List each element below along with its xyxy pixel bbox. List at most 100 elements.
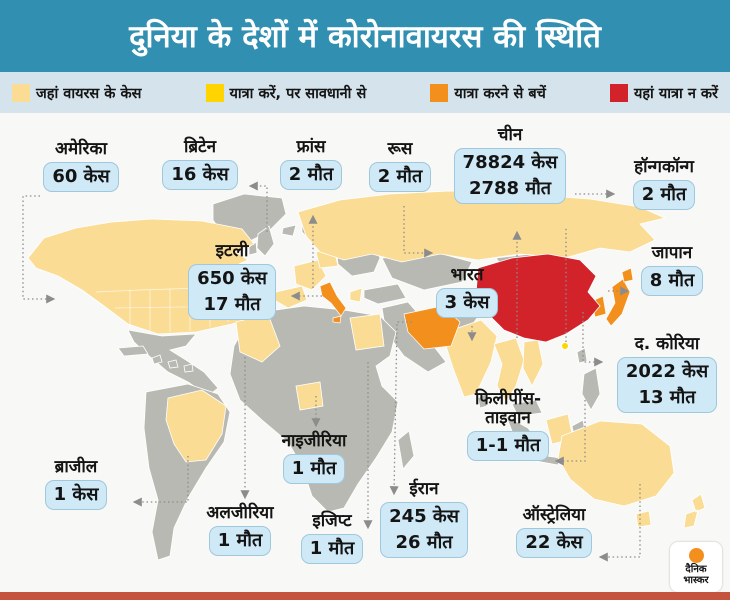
country-value: 60 केस	[52, 166, 110, 188]
country-name: ऑस्ट्रेलिया	[522, 505, 586, 525]
country-value-box: 1 केस	[44, 480, 108, 511]
page-title: दुनिया के देशों में कोरोनावायरस की स्थित…	[129, 19, 601, 55]
map-region-egypt	[349, 313, 385, 351]
logo-sun-icon	[688, 548, 704, 563]
country-label-russia: रूस 2 मौत	[358, 139, 442, 193]
country-value-box: 2 मौत	[279, 160, 343, 191]
country-name: ब्राजील	[54, 457, 98, 477]
country-value: 2022 केस	[625, 361, 709, 383]
country-value: 1 मौत	[217, 530, 263, 552]
country-value: 650 केस	[197, 268, 267, 290]
map-region-australia	[557, 420, 675, 507]
country-name: फ्रांस	[296, 137, 326, 157]
country-value: 26 मौत	[395, 532, 453, 554]
map-region-sicily	[332, 315, 342, 324]
country-value: 13 मौत	[638, 387, 696, 409]
country-value: 2 मौत	[641, 184, 687, 206]
country-value: 1 केस	[53, 484, 99, 506]
country-value-box: 1 मौत	[208, 526, 272, 557]
country-name: अमेरिका	[55, 139, 107, 159]
country-name: चीन	[497, 125, 523, 145]
country-name: इटली	[215, 241, 249, 261]
country-label-iran: ईरान 245 केस 26 मौत	[378, 479, 470, 559]
map-region-nigeria	[295, 381, 324, 411]
map-region-vietnam	[522, 339, 544, 387]
country-name: अलजीरिया	[206, 503, 274, 523]
country-value: 1 मौत	[291, 458, 337, 480]
country-name: नाइजीरिया	[281, 431, 347, 451]
country-value-box: 650 केस 17 मौत	[188, 264, 276, 321]
country-label-japan: जापान 8 मौत	[630, 243, 714, 297]
legend-item-avoid: यात्रा करने से बचें	[430, 83, 546, 103]
country-label-italy: इटली 650 केस 17 मौत	[184, 241, 280, 321]
country-name: जापान	[651, 243, 693, 263]
country-value-box: 60 केस	[43, 162, 119, 193]
legend-item-caution: यात्रा करें, पर सावधानी से	[205, 83, 367, 103]
country-value: 245 केस	[389, 506, 459, 528]
country-value-box: 2 मौत	[632, 180, 696, 211]
caution-color-swatch	[205, 83, 224, 102]
country-label-australia: ऑस्ट्रेलिया 22 केस	[508, 505, 600, 559]
country-value-box: 1 मौत	[282, 454, 346, 485]
legend-item-cases: जहां वायरस के केस	[12, 83, 141, 103]
country-value: 16 केस	[171, 164, 229, 186]
country-value: 3 केस	[444, 292, 490, 314]
map-region-brazil	[165, 389, 227, 463]
legend-label: यात्रा करें, पर सावधानी से	[229, 85, 367, 102]
country-name: द. कोरिया	[634, 334, 700, 354]
map-region-japan	[605, 278, 631, 327]
country-label-philippines-taiwan: फिलीपींस- ताइवान 1-1 मौत	[458, 389, 558, 462]
country-value-box: 3 केस	[435, 288, 499, 319]
country-value-box: 1-1 मौत	[466, 431, 550, 462]
country-label-algeria: अलजीरिया 1 मौत	[196, 503, 284, 557]
country-value-box: 22 केस	[516, 528, 592, 559]
country-label-south-korea: द. कोरिया 2022 केस 13 मौत	[606, 334, 728, 414]
country-value-box: 2 मौत	[368, 162, 432, 193]
legend-item-no-travel: यहां यात्रा न करें	[609, 83, 718, 103]
map-region-greece	[349, 287, 363, 303]
country-value-box: 245 केस 26 मौत	[380, 502, 468, 559]
country-name: ब्रिटेन	[183, 137, 217, 157]
cases-color-swatch	[12, 83, 30, 102]
country-value-box: 8 मौत	[640, 266, 704, 297]
logo-text-line2: भास्कर	[683, 574, 709, 586]
bottom-accent-bar	[0, 592, 730, 600]
map-region-france	[293, 259, 327, 291]
header-bar: दुनिया के देशों में कोरोनावायरस की स्थित…	[0, 0, 730, 72]
legend-label: जहां वायरस के केस	[36, 85, 142, 102]
country-name: भारत	[450, 265, 484, 285]
country-value: 17 मौत	[203, 294, 261, 316]
country-value: 1 मौत	[309, 538, 355, 560]
leader-lines	[22, 181, 641, 562]
country-value-box: 78824 केस 2788 मौत	[453, 148, 567, 205]
country-name: ईरान	[409, 479, 439, 499]
country-label-brazil: ब्राजील 1 केस	[36, 457, 116, 511]
country-name: रूस	[387, 139, 413, 159]
legend-label: यहां यात्रा न करें	[633, 85, 718, 102]
country-label-india: भारत 3 केस	[430, 265, 504, 319]
map-region-china	[475, 253, 601, 343]
country-value: 2 मौत	[288, 164, 334, 186]
country-value: 2788 मौत	[468, 178, 552, 200]
country-value-box: 1 मौत	[300, 534, 364, 565]
country-value: 1-1 मौत	[475, 435, 541, 457]
dainik-bhaskar-logo: दैनिक भास्कर	[670, 542, 722, 592]
country-label-britain: ब्रिटेन 16 केस	[156, 137, 244, 191]
country-value: 8 मौत	[649, 270, 695, 292]
country-value-box: 16 केस	[162, 160, 238, 191]
legend-bar: जहां वायरस के केस यात्रा करें, पर सावधान…	[0, 72, 730, 113]
map-region-italy	[319, 281, 347, 317]
country-label-china: चीन 78824 केस 2788 मौत	[448, 125, 572, 205]
country-value: 22 केस	[525, 532, 583, 554]
avoid-color-swatch	[430, 83, 449, 102]
country-name: फिलीपींस- ताइवान	[474, 389, 542, 429]
country-name: इजिप्ट	[312, 511, 352, 531]
country-label-france: फ्रांस 2 मौत	[270, 137, 352, 191]
country-label-america: अमेरिका 60 केस	[35, 139, 127, 193]
no-travel-color-swatch	[609, 83, 628, 102]
map-region-myanmar-thailand	[493, 337, 525, 403]
country-label-hong-kong: हॉन्गकॉन्ग 2 मौत	[612, 157, 716, 211]
country-value: 2 मौत	[377, 166, 423, 188]
country-label-egypt: इजिप्ट 1 मौत	[292, 511, 372, 565]
